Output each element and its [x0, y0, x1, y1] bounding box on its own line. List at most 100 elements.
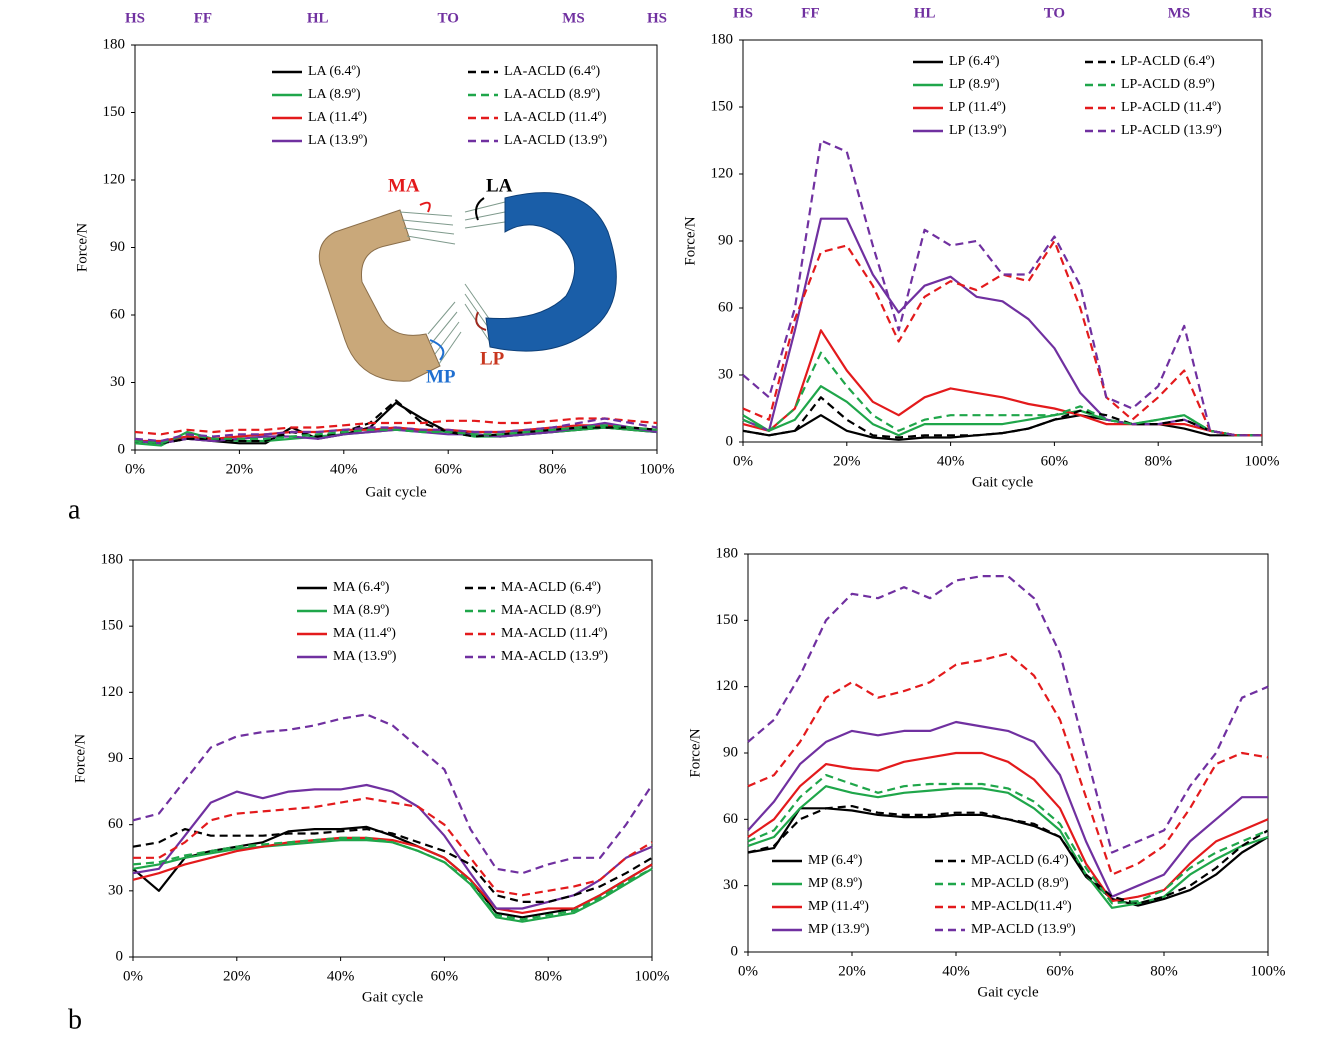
- y-tick-label: 0: [118, 441, 126, 457]
- y-tick-label: 60: [723, 811, 738, 827]
- y-tick-label: 180: [101, 551, 124, 567]
- legend-label: LP-ACLD (8.9º): [1121, 77, 1215, 92]
- series-line: [747, 805, 1269, 905]
- arrow: [419, 201, 431, 213]
- series-line: [132, 828, 653, 903]
- legend-label: MA-ACLD (8.9º): [501, 603, 601, 618]
- legend-label: LP-ACLD (6.4º): [1121, 54, 1215, 69]
- y-axis-label: Force/N: [687, 728, 703, 777]
- legend-label: LP-ACLD (13.9º): [1121, 123, 1222, 138]
- y-tick-label: 150: [101, 618, 124, 634]
- y-axis-label: Force/N: [74, 223, 90, 272]
- x-tick-label: 40%: [937, 453, 965, 469]
- legend-label: MA (13.9º): [333, 649, 397, 664]
- series-line: [747, 751, 1269, 903]
- y-tick-label: 150: [716, 612, 739, 628]
- x-tick-label: 20%: [838, 963, 866, 979]
- legend-label: MA-ACLD (13.9º): [501, 649, 608, 664]
- y-axis-label: Force/N: [72, 734, 88, 783]
- y-tick-label: 0: [731, 943, 739, 959]
- arrow: [475, 197, 485, 221]
- y-tick-label: 120: [101, 684, 124, 700]
- x-tick-label: 0%: [123, 968, 143, 984]
- legend-label: LA-ACLD (11.4º): [504, 110, 607, 125]
- series-line: [742, 139, 1262, 437]
- series-line: [132, 825, 653, 919]
- arrow: [429, 339, 445, 361]
- x-tick-label: 0%: [125, 461, 145, 477]
- phase-label: HS: [647, 10, 667, 26]
- series-line: [747, 720, 1268, 898]
- legend-label: LA-ACLD (8.9º): [504, 87, 600, 102]
- panel-label: a: [68, 494, 81, 525]
- x-tick-label: 80%: [539, 461, 567, 477]
- chart: 0 30 60 90 120 150 180 0% 20% 40% 60% 80% 100% Gait c…: [682, 5, 1279, 490]
- y-tick-label: 60: [108, 816, 123, 832]
- phase-label: MS: [562, 10, 585, 26]
- phase-label: TO: [1044, 5, 1065, 21]
- y-tick-label: 120: [711, 165, 734, 181]
- y-tick-label: 90: [110, 239, 125, 255]
- x-tick-label: 60%: [1046, 963, 1074, 979]
- series-line: [134, 399, 658, 445]
- phase-label: FF: [801, 5, 819, 21]
- y-tick-label: 120: [716, 678, 739, 694]
- legend-label: LA-ACLD (13.9º): [504, 133, 607, 148]
- y-tick-label: 60: [110, 306, 125, 322]
- chart: 0 30 60 90 120 150 180 0% 20% 40% 60% 80% 100% Gait c…: [687, 545, 1285, 1000]
- legend-label: LA (11.4º): [308, 110, 367, 125]
- legend-label: MP-ACLD (13.9º): [971, 922, 1076, 937]
- chart: 0 30 60 90 120 150 180 0% 20% 40% 60% 80% 100% Gait c…: [72, 551, 669, 1005]
- x-tick-label: 0%: [733, 453, 753, 469]
- medial-meniscus: [318, 209, 441, 382]
- x-tick-label: 100%: [640, 461, 675, 477]
- y-tick-label: 150: [711, 98, 734, 114]
- legend-label: MP (11.4º): [808, 899, 869, 914]
- ligament-fibers: [399, 201, 506, 365]
- y-tick-label: 30: [108, 882, 123, 898]
- y-tick-label: 0: [726, 433, 734, 449]
- series-line: [742, 329, 1262, 437]
- phase-label: HL: [914, 5, 936, 21]
- y-tick-label: 180: [711, 31, 734, 47]
- inset-label: MP: [426, 366, 456, 387]
- x-axis-label: Gait cycle: [977, 984, 1039, 1000]
- x-tick-label: 80%: [534, 968, 562, 984]
- y-tick-label: 90: [108, 750, 123, 766]
- series-line: [132, 836, 653, 921]
- y-tick-label: 30: [110, 374, 125, 390]
- y-tick-label: 120: [103, 171, 126, 187]
- series-line: [747, 652, 1269, 876]
- x-tick-label: 20%: [833, 453, 861, 469]
- series-line: [742, 239, 1262, 437]
- x-axis-label: Gait cycle: [362, 989, 424, 1005]
- x-tick-label: 0%: [738, 963, 758, 979]
- chart: 0 30 60 90 120 150 180 0% 20% 40% 60% 80% 100% Gait c…: [74, 10, 674, 500]
- legend-label: LP (13.9º): [949, 123, 1007, 138]
- phase-label: HS: [733, 5, 753, 21]
- series-line: [747, 575, 1269, 854]
- x-tick-label: 20%: [226, 461, 254, 477]
- legend-label: LA-ACLD (6.4º): [504, 64, 600, 79]
- legend-label: MP (8.9º): [808, 876, 863, 891]
- inset-label: LA: [486, 175, 513, 196]
- series-line: [742, 396, 1262, 439]
- phase-label: FF: [194, 10, 212, 26]
- legend-label: LA (13.9º): [308, 133, 368, 148]
- series-line: [132, 713, 653, 875]
- legend-label: LP (11.4º): [949, 100, 1006, 115]
- x-tick-label: 100%: [1251, 963, 1286, 979]
- inset-label: LP: [480, 348, 505, 369]
- y-axis-label: Force/N: [682, 216, 698, 265]
- y-tick-label: 90: [718, 232, 733, 248]
- phase-label: HS: [1252, 5, 1272, 21]
- x-tick-label: 60%: [434, 461, 462, 477]
- x-tick-label: 40%: [942, 963, 970, 979]
- y-tick-label: 0: [116, 948, 124, 964]
- legend-label: LA (8.9º): [308, 87, 361, 102]
- y-tick-label: 30: [723, 877, 738, 893]
- panel-label: b: [68, 1004, 82, 1035]
- y-tick-label: 150: [103, 104, 126, 120]
- arrow: [475, 311, 487, 331]
